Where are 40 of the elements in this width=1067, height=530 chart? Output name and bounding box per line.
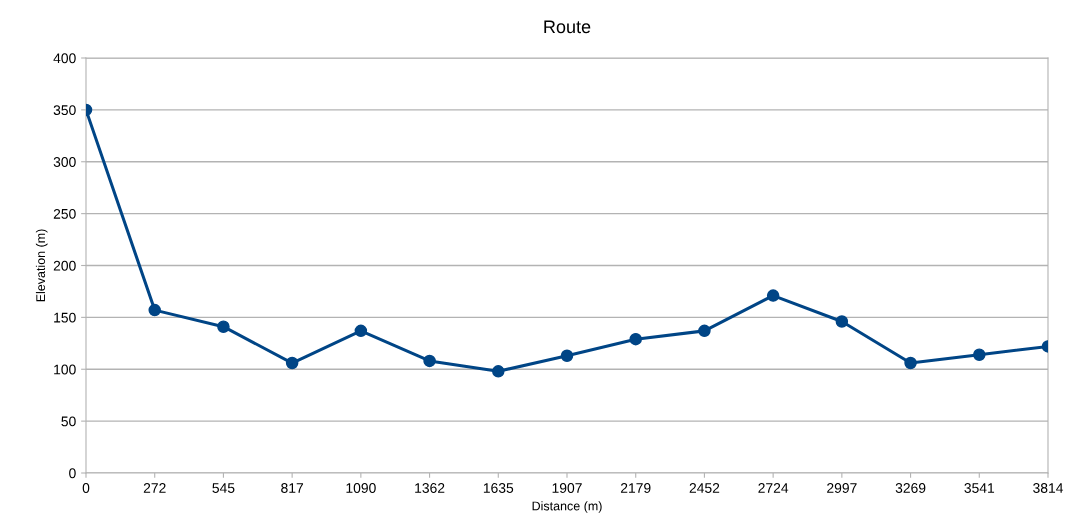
x-tick-label: 1362 [415, 483, 445, 493]
x-tick-label: 545 [212, 483, 235, 493]
x-axis-title: Distance (m) [532, 501, 602, 513]
x-tick-label: 1907 [552, 483, 582, 493]
y-tick-label: 250 [53, 208, 76, 219]
point [354, 324, 368, 338]
y-axis-title: Elevation (m) [35, 229, 48, 302]
x-tick-label: 1090 [346, 483, 376, 493]
x-tick-label: 2997 [827, 483, 857, 493]
x-tick-label: 3814 [1033, 483, 1064, 493]
point [766, 289, 780, 302]
chart-title: Route [544, 20, 591, 34]
point [629, 332, 642, 346]
x-tick-label: 2724 [758, 483, 789, 493]
point [904, 356, 917, 370]
x-tick-label: 3541 [964, 483, 995, 493]
x-tick-label: 1635 [483, 483, 514, 493]
point [285, 356, 299, 370]
point [973, 348, 986, 361]
x-tick-label: 3269 [895, 483, 926, 493]
x-tick-label: 2452 [689, 483, 720, 493]
point [835, 315, 849, 328]
x-tick-label: 272 [143, 483, 166, 493]
point [560, 349, 574, 363]
y-tick-label: 100 [54, 364, 76, 375]
y-tick-label: 350 [53, 105, 76, 116]
point [148, 303, 161, 317]
point [217, 320, 230, 333]
x-tick-label: 0 [82, 483, 90, 493]
y-tick-label: 150 [54, 312, 76, 323]
y-tick-label: 50 [61, 416, 76, 427]
y-tick-label: 300 [53, 157, 76, 167]
point [423, 354, 436, 368]
x-tick-label: 2179 [620, 483, 651, 493]
point [492, 365, 505, 378]
y-tick-label: 400 [53, 53, 76, 64]
point [698, 324, 711, 338]
y-tick-label: 200 [53, 260, 76, 271]
x-tick-label: 817 [281, 483, 304, 493]
y-tick-label: 0 [69, 468, 76, 479]
